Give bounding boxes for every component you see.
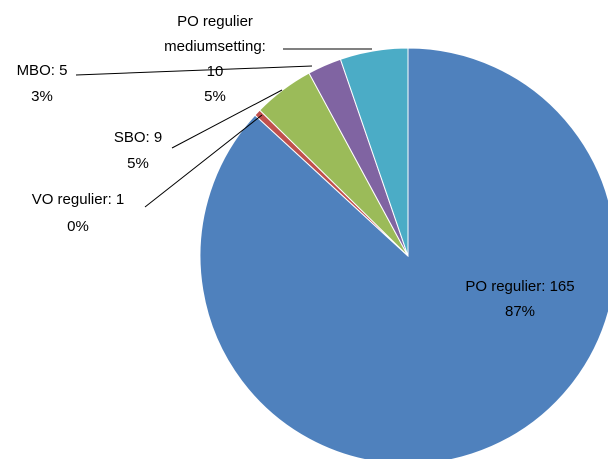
data-label: 5%	[127, 155, 149, 172]
data-label: VO regulier: 1	[32, 191, 125, 208]
data-label: 5%	[204, 88, 226, 105]
data-label: 0%	[67, 218, 89, 235]
pie-slice	[339, 47, 409, 257]
data-label: 3%	[31, 88, 53, 105]
data-label: 10	[207, 63, 224, 80]
leader-line	[75, 65, 313, 76]
data-label: MBO: 5	[17, 62, 68, 79]
pie-slice	[199, 47, 608, 459]
data-label: SBO: 9	[114, 129, 162, 146]
leader-line	[171, 89, 283, 149]
data-label: PO regulier: 165	[465, 278, 574, 295]
leader-line	[144, 114, 263, 208]
data-label: mediumsetting:	[164, 38, 266, 55]
data-label: 87%	[505, 303, 535, 320]
data-label: PO regulier	[177, 13, 253, 30]
